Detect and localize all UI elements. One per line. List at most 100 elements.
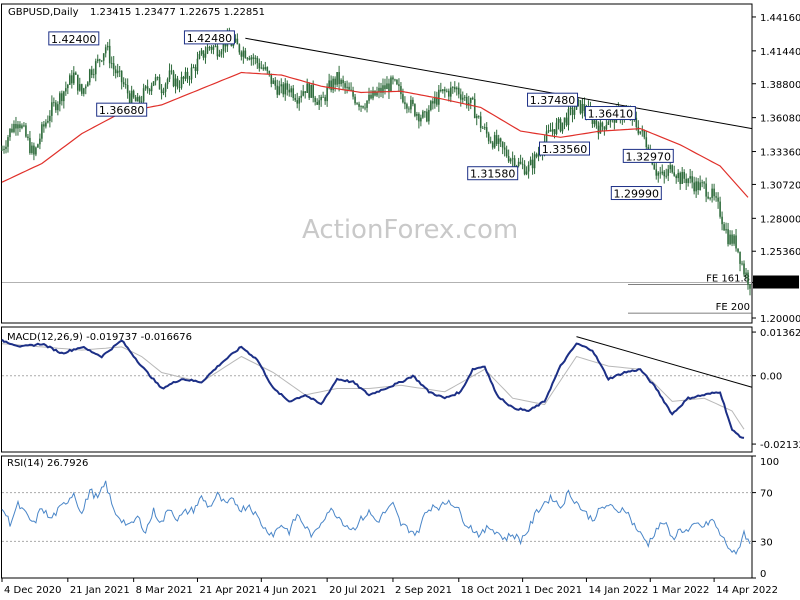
candle bbox=[296, 92, 299, 109]
candle-body bbox=[394, 79, 396, 81]
candle-body bbox=[84, 86, 87, 89]
candle-body bbox=[489, 141, 492, 143]
candle-body bbox=[206, 47, 209, 54]
candle bbox=[274, 77, 277, 90]
candle-body bbox=[741, 263, 743, 265]
level-label: 1.37480 bbox=[527, 92, 579, 107]
candle bbox=[523, 160, 526, 176]
candle-body bbox=[360, 106, 362, 107]
candle bbox=[280, 78, 283, 94]
candle bbox=[57, 101, 59, 116]
candle bbox=[675, 174, 678, 184]
candle bbox=[394, 78, 396, 82]
candle bbox=[310, 84, 312, 98]
candle bbox=[23, 122, 25, 128]
price-y-tick-label: 1.41440 bbox=[760, 47, 800, 58]
candle-body bbox=[41, 124, 43, 139]
candle bbox=[352, 86, 354, 100]
candle bbox=[92, 68, 95, 79]
candle-body bbox=[240, 52, 243, 57]
candle-body bbox=[414, 104, 416, 116]
candle-body bbox=[274, 80, 277, 86]
candle bbox=[503, 142, 506, 157]
candle-body bbox=[178, 87, 181, 88]
candle-body bbox=[438, 89, 440, 105]
candle-body bbox=[451, 87, 454, 88]
candle-body bbox=[27, 136, 29, 138]
candle-body bbox=[57, 104, 59, 111]
candle-body bbox=[378, 87, 380, 92]
candle bbox=[563, 117, 566, 130]
price-frame bbox=[1, 3, 753, 324]
candle bbox=[519, 154, 522, 165]
candle-body bbox=[140, 101, 143, 103]
candle-body bbox=[198, 54, 201, 59]
candle-body bbox=[182, 76, 185, 79]
rsi-y-tick-label: 100 bbox=[760, 457, 779, 468]
candle bbox=[671, 164, 674, 174]
candle-body bbox=[31, 145, 33, 153]
candle-body bbox=[29, 137, 31, 153]
candle-body bbox=[126, 84, 129, 94]
candle bbox=[11, 123, 13, 134]
candle-body bbox=[463, 96, 466, 98]
candle bbox=[308, 82, 310, 101]
candle bbox=[533, 151, 536, 175]
candle bbox=[501, 141, 504, 155]
candle-body bbox=[679, 172, 681, 184]
candle-body bbox=[332, 78, 334, 91]
candle-body bbox=[37, 144, 39, 148]
candle-body bbox=[138, 96, 141, 103]
candle-body bbox=[667, 169, 670, 176]
candle-body bbox=[47, 121, 49, 123]
candle-body bbox=[254, 57, 257, 59]
candle-body bbox=[23, 125, 25, 127]
candle bbox=[493, 131, 496, 149]
candle-body bbox=[641, 129, 644, 132]
level-label-text: 1.33560 bbox=[542, 143, 588, 156]
candle bbox=[725, 222, 727, 234]
candle-body bbox=[196, 58, 199, 72]
candle bbox=[354, 93, 356, 106]
level-label: 1.36410 bbox=[584, 106, 636, 121]
candle bbox=[1, 145, 3, 151]
candle bbox=[699, 175, 701, 191]
x-tick-label: 8 Mar 2021 bbox=[136, 585, 193, 596]
candle-body bbox=[132, 90, 135, 98]
candle-body bbox=[597, 125, 600, 134]
level-label-text: 1.31580 bbox=[470, 168, 516, 181]
candle-body bbox=[210, 46, 213, 50]
candle-body bbox=[559, 118, 562, 132]
candle-body bbox=[212, 46, 215, 50]
candle-body bbox=[448, 90, 450, 97]
last-price-badge: 1.22851 bbox=[753, 275, 799, 290]
candle-body bbox=[176, 78, 179, 88]
candle-body bbox=[298, 97, 301, 104]
candle bbox=[525, 166, 528, 176]
candle-body bbox=[655, 169, 658, 176]
macd-y-tick-label: 0.00 bbox=[760, 372, 782, 383]
candle bbox=[641, 125, 644, 137]
candle bbox=[152, 81, 155, 87]
candle-body bbox=[144, 86, 147, 89]
candle bbox=[126, 78, 129, 99]
candle bbox=[304, 91, 306, 99]
candle-body bbox=[509, 159, 512, 162]
candle-body bbox=[222, 40, 225, 52]
candle-body bbox=[513, 158, 516, 168]
candle bbox=[154, 73, 157, 86]
price-trendline bbox=[245, 37, 753, 130]
candle bbox=[635, 111, 638, 131]
candle-body bbox=[687, 178, 689, 184]
candle-body bbox=[330, 80, 332, 91]
candle bbox=[555, 117, 558, 136]
candle-body bbox=[579, 100, 582, 114]
candle-body bbox=[455, 87, 458, 90]
candle bbox=[250, 54, 253, 66]
candle bbox=[116, 63, 119, 78]
candle-body bbox=[553, 129, 556, 135]
candle bbox=[27, 133, 29, 141]
candle bbox=[432, 98, 434, 110]
candle bbox=[252, 53, 255, 66]
candle bbox=[360, 105, 362, 112]
